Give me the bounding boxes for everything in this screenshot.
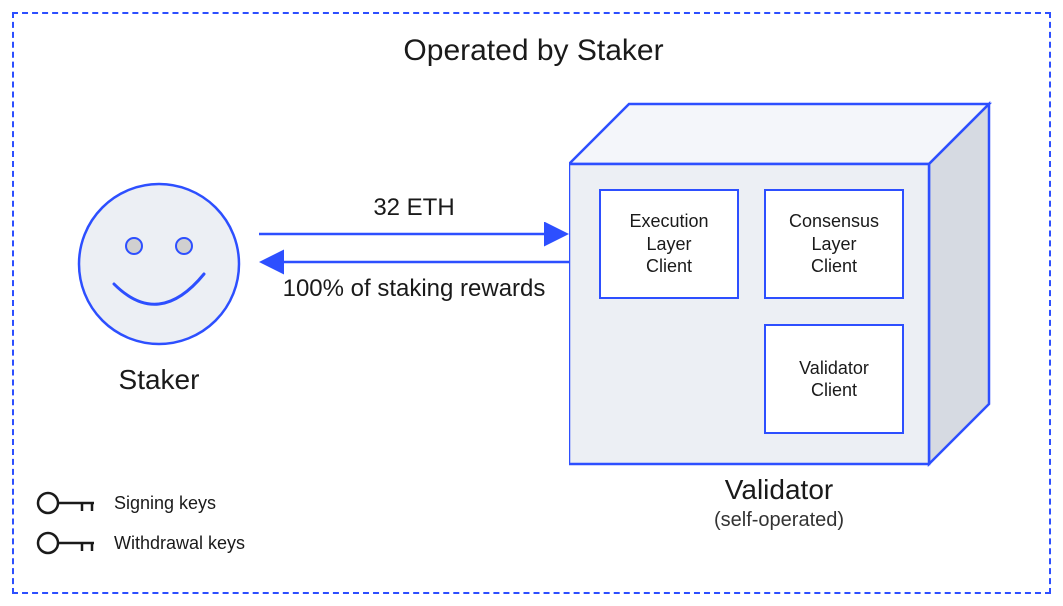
validator-label: Validator [569,474,989,506]
legend-row: Withdrawal keys [34,529,245,557]
outer-frame: Operated by Staker Staker 32 ETH 100% of… [12,12,1051,594]
note-consensus-client: Consensus Layer Client [764,189,904,299]
legend: Signing keys Withdrawal keys [34,489,245,569]
key-icon [34,489,104,517]
note-validator-client: Validator Client [764,324,904,434]
arrow-bottom-label: 100% of staking rewards [254,274,574,304]
staker-label: Staker [74,364,244,396]
legend-row: Signing keys [34,489,245,517]
note-execution-client: Execution Layer Client [599,189,739,299]
diagram-title: Operated by Staker [14,34,1053,68]
legend-label: Signing keys [114,493,216,514]
note-label: Execution Layer Client [629,210,708,278]
arrow-top-label: 32 ETH [254,194,574,222]
validator-sublabel: (self-operated) [569,509,989,532]
arrow-group: 32 ETH 100% of staking rewards [254,194,574,374]
key-icon [34,529,104,557]
staker-icon [74,174,244,354]
note-label: Consensus Layer Client [789,210,879,278]
legend-label: Withdrawal keys [114,533,245,554]
note-label: Validator Client [799,357,869,402]
